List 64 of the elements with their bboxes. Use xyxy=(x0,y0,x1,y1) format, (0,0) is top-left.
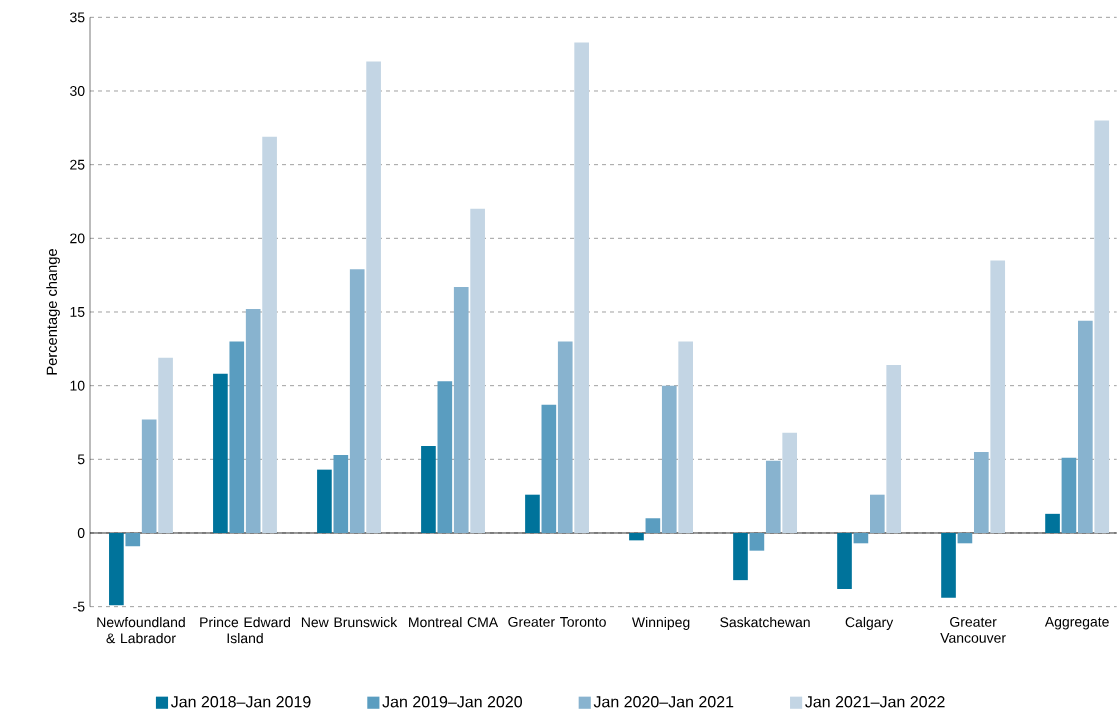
bar xyxy=(782,432,798,534)
bar xyxy=(1094,120,1110,534)
bar xyxy=(837,533,852,590)
y-tick-label: 15 xyxy=(70,307,85,318)
bar xyxy=(886,365,902,534)
x-tick-label: Montreal CMA xyxy=(409,617,499,628)
y-axis-title: Percentage change xyxy=(46,249,60,375)
legend-label: Jan 2020–Jan 2021 xyxy=(593,696,734,708)
bar xyxy=(453,287,469,534)
y-tick-label: 5 xyxy=(77,454,85,465)
y-tick-label: 20 xyxy=(70,233,85,244)
bar xyxy=(437,381,453,534)
bar xyxy=(333,455,349,534)
bar xyxy=(1078,321,1093,534)
y-tick-label: 0 xyxy=(77,528,85,539)
bar xyxy=(678,341,693,534)
y-tick-label: 35 xyxy=(70,12,85,23)
bar xyxy=(733,533,748,581)
bar xyxy=(661,385,677,534)
bar xyxy=(941,533,956,598)
bar xyxy=(557,341,573,534)
bar xyxy=(749,533,765,551)
bar xyxy=(645,518,661,534)
y-tick-label: 25 xyxy=(70,159,85,170)
x-tick-label: Saskatchewan xyxy=(720,617,810,628)
legend-label: Jan 2019–Jan 2020 xyxy=(382,696,522,708)
bar xyxy=(349,269,365,534)
bar xyxy=(525,494,540,534)
x-tick-label: Greater Toronto xyxy=(508,617,606,628)
legend-label: Jan 2021–Jan 2022 xyxy=(805,696,945,708)
x-tick-label: Winnipeg xyxy=(631,617,690,631)
bar xyxy=(109,533,124,606)
bar xyxy=(141,419,157,534)
bar xyxy=(229,341,245,534)
bar xyxy=(158,357,173,534)
bar xyxy=(629,533,644,541)
bar xyxy=(541,404,557,534)
bar xyxy=(125,533,141,547)
bar xyxy=(1061,458,1077,534)
y-tick-label: -5 xyxy=(73,601,85,612)
y-tick-label: 10 xyxy=(70,380,85,391)
bar xyxy=(990,260,1006,534)
legend-label: Jan 2018–Jan 2019 xyxy=(170,696,311,708)
bar xyxy=(869,494,885,534)
bar xyxy=(245,309,261,534)
bar xyxy=(957,533,973,544)
bar xyxy=(470,209,485,534)
x-tick-label: Greater Vancouver xyxy=(940,617,1006,644)
bar xyxy=(366,61,381,534)
bar xyxy=(262,136,277,534)
bar xyxy=(574,42,589,534)
bar xyxy=(213,374,228,534)
bar xyxy=(317,469,332,534)
x-tick-label: Calgary xyxy=(845,617,894,631)
bar xyxy=(1045,514,1060,534)
bar xyxy=(765,460,781,534)
y-tick-label: 30 xyxy=(70,86,85,97)
bar xyxy=(973,452,989,534)
x-tick-label: Aggregate xyxy=(1044,617,1109,630)
x-tick-label: Prince Edward Island xyxy=(200,617,290,644)
bar xyxy=(421,446,436,534)
bar xyxy=(853,533,869,544)
x-tick-label: Newfoundland & Labrador xyxy=(97,617,185,644)
x-tick-label: New Brunswick xyxy=(301,617,398,628)
